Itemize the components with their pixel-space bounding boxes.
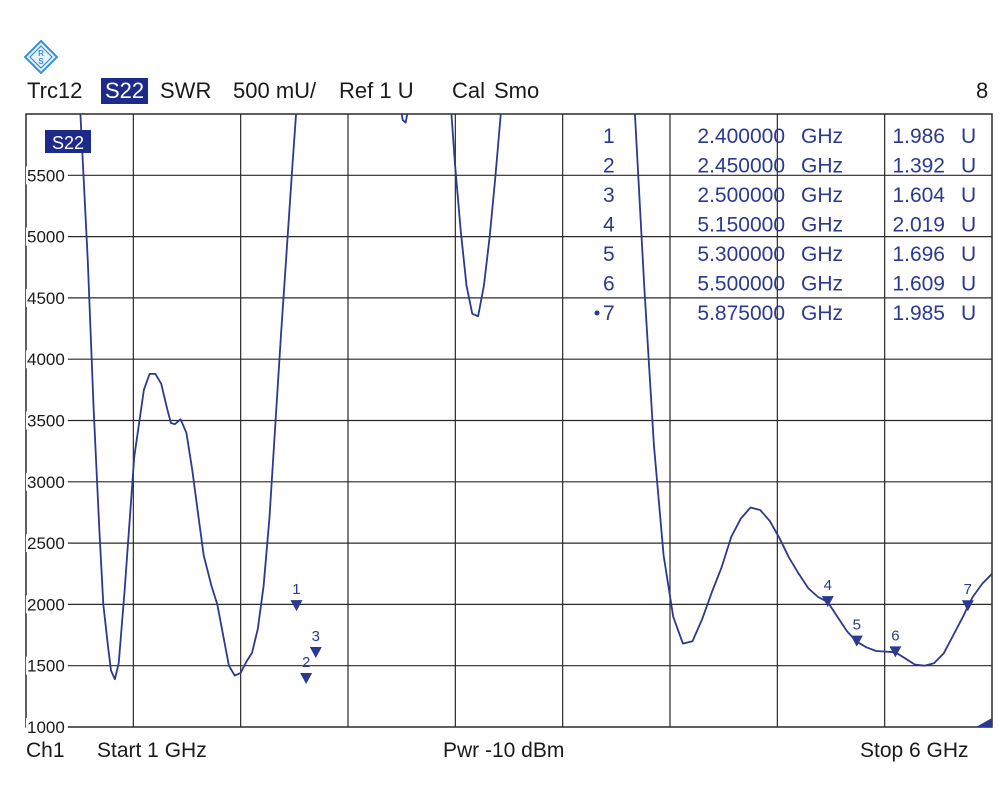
trace-line (450, 114, 502, 318)
marker-row-value-unit: U (961, 155, 976, 178)
y-tick-label: 2000 (27, 595, 65, 614)
marker-row-unit: GHz (801, 184, 843, 207)
marker-row-value: 1.392 (892, 155, 945, 178)
y-tick-label: 2500 (27, 534, 65, 553)
marker-row-unit: GHz (801, 125, 843, 148)
format-label[interactable]: SWR (160, 78, 212, 103)
trace-name[interactable]: Trc12 (27, 78, 83, 103)
trace-layer (79, 114, 992, 727)
marker-row-unit: GHz (801, 155, 843, 178)
trace-line (634, 114, 992, 667)
stop-frequency[interactable]: Stop 6 GHz (860, 739, 969, 762)
marker-row-value-unit: U (961, 125, 976, 148)
y-tick-labels: 1000 1500 2000 2500 3000 3500 4000 4500 5000 5500 (26, 166, 68, 737)
marker-2-triangle (300, 672, 313, 684)
trace-badge-layer: S22 (45, 130, 91, 153)
marker-row-value-unit: U (961, 302, 976, 325)
marker-row-unit: GHz (801, 302, 843, 325)
y-tick-label: 3500 (27, 412, 65, 431)
marker-5-triangle (850, 635, 863, 647)
marker-row-freq: 5.500000 (697, 273, 785, 296)
y-tick-label: 5500 (27, 166, 65, 185)
marker-row-freq: 2.400000 (697, 125, 785, 148)
marker-5-label: 5 (853, 617, 861, 634)
marker-2-label: 2 (302, 654, 310, 671)
range-end-triangle (976, 718, 992, 727)
ref-label[interactable]: Ref 1 U (339, 78, 414, 103)
source-power[interactable]: Pwr -10 dBm (443, 739, 565, 762)
svg-text:S: S (38, 57, 44, 66)
marker-row-value: 2.019 (892, 214, 945, 237)
marker-row-value-unit: U (961, 184, 976, 207)
marker-row-num: 7 (603, 302, 615, 325)
trace-badge-label: S22 (52, 133, 84, 153)
marker-3-label: 3 (312, 628, 320, 645)
marker-4-label: 4 (824, 577, 832, 594)
marker-row-unit: GHz (801, 214, 843, 237)
cal-label[interactable]: Cal (452, 78, 486, 103)
marker-table: 1 2.400000 GHz 1.986 U 2 2.450000 GHz 1.392 U 3 2.5… (594, 125, 976, 325)
marker-row-unit: GHz (801, 243, 843, 266)
marker-row-freq: 2.500000 (697, 184, 785, 207)
start-frequency[interactable]: Start 1 GHz (97, 739, 207, 762)
marker-row-num: 3 (603, 184, 615, 207)
trace-line (400, 114, 409, 124)
smoothing-label[interactable]: Smo (494, 78, 540, 103)
marker-row-freq: 5.300000 (697, 243, 785, 266)
marker-row-value-unit: U (961, 243, 976, 266)
y-tick-label: 4500 (27, 289, 65, 308)
scale-label[interactable]: 500 mU/ (233, 78, 317, 103)
marker-row-value: 1.985 (892, 302, 945, 325)
marker-row-value: 1.604 (892, 184, 945, 207)
marker-6-triangle (889, 646, 902, 658)
y-tick-label: 1000 (27, 718, 65, 737)
marker-row-unit: GHz (801, 273, 843, 296)
marker-1-triangle (290, 600, 303, 612)
marker-row-freq: 5.150000 (697, 214, 785, 237)
marker-row-freq: 2.450000 (697, 155, 785, 178)
svg-text:R: R (38, 49, 44, 58)
marker-row-num: 5 (603, 243, 615, 266)
measured-param-badge[interactable]: S22 (101, 78, 149, 104)
active-marker-dot (594, 310, 600, 316)
marker-row-value: 1.696 (892, 243, 945, 266)
marker-row-num: 2 (603, 155, 615, 178)
marker-row-value-unit: U (961, 273, 976, 296)
trace-badge-bg (45, 130, 91, 153)
channel-index: 8 (976, 78, 989, 103)
y-tick-label: 4000 (27, 350, 65, 369)
marker-row-num: 4 (603, 214, 615, 237)
marker-row-value: 1.986 (892, 125, 945, 148)
marker-7-label: 7 (964, 581, 972, 598)
marker-row-value: 1.609 (892, 273, 945, 296)
marker-row-freq: 5.875000 (697, 302, 785, 325)
marker-1-label: 1 (292, 581, 300, 598)
marker-row-num: 6 (603, 273, 615, 296)
y-tick-label: 1500 (27, 657, 65, 676)
y-tick-label: 5000 (27, 228, 65, 247)
marker-3-triangle (309, 646, 322, 658)
marker-6-label: 6 (891, 627, 899, 644)
trace-line (79, 114, 297, 681)
rohde-schwarz-logo-icon: R S (24, 40, 58, 74)
marker-4-triangle (821, 596, 834, 608)
channel-label[interactable]: Ch1 (26, 739, 65, 762)
marker-row-num: 1 (603, 125, 615, 148)
marker-7-triangle (961, 600, 974, 612)
y-tick-label: 3000 (27, 473, 65, 492)
marker-row-value-unit: U (961, 214, 976, 237)
